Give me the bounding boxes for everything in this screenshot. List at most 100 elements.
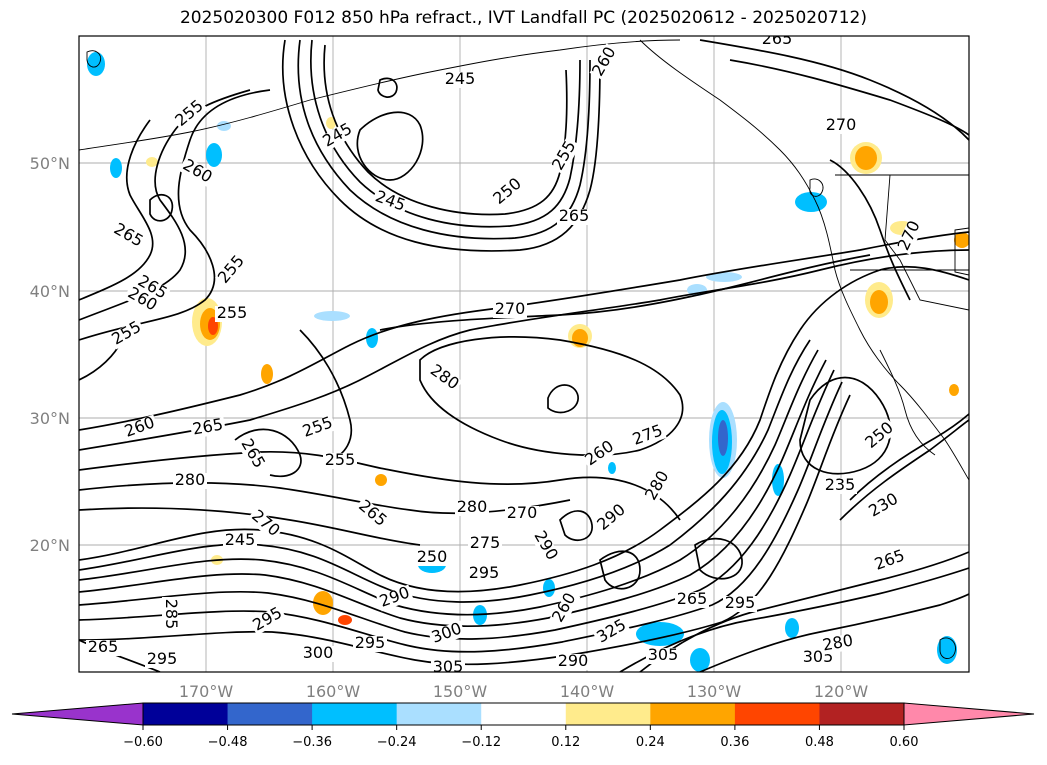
anomaly-patch: [870, 290, 888, 314]
contour-label-bg: [861, 418, 899, 454]
contour-label-bg: [489, 174, 527, 210]
contour-label-bg: [319, 120, 357, 152]
contour-label-bg: [871, 547, 909, 575]
island: [939, 637, 956, 659]
colorbar: −0.60 −0.48 −0.36 −0.24 −0.12 0.12 0.24 0.36 0.4…: [11, 702, 1035, 750]
colorbar-segments: [12, 703, 1034, 725]
lon-label: 120°W: [814, 682, 869, 701]
contour-label-bg: [824, 118, 858, 134]
contour-label: 280: [457, 497, 488, 516]
contour-label-bg: [86, 640, 120, 656]
contour-label-bg: [173, 473, 207, 489]
contour-label: 300: [303, 643, 334, 662]
contour-label: 265: [677, 589, 708, 608]
contour-line: [379, 254, 871, 331]
anomaly-patch: [772, 464, 784, 496]
contour-line: [234, 428, 302, 478]
anomaly-patch: [206, 143, 222, 167]
contour-label-bg: [760, 36, 794, 48]
contour-label-bg: [145, 652, 179, 668]
contour-label: 255: [217, 303, 248, 322]
island: [809, 178, 824, 197]
contour-label: 265: [762, 29, 793, 48]
contour-label-bg: [178, 156, 216, 188]
anomaly-patch: [110, 158, 122, 178]
contour-label-bg: [549, 589, 581, 627]
colorbar-tick-label: −0.12: [461, 735, 501, 750]
anomaly-patch: [87, 52, 105, 76]
anomaly-patch: [608, 462, 616, 474]
lat-label: 30°N: [30, 409, 70, 428]
colorbar-tick-label: 0.48: [805, 735, 834, 750]
contour-label-bg: [109, 220, 147, 252]
contour-line: [829, 159, 911, 301]
contour-line: [599, 550, 641, 590]
anomaly-patch: [690, 648, 710, 672]
contour-line: [694, 537, 743, 580]
colorbar-segment: [481, 703, 567, 725]
contour-label-bg: [431, 660, 465, 672]
colorbar-extend-low: [12, 703, 143, 725]
contour-label-bg: [133, 272, 171, 304]
colorbar-tick-label: 0.36: [720, 735, 749, 750]
coastline-baja: [879, 349, 936, 456]
contour-label-bg: [455, 500, 489, 516]
colorbar-segment: [565, 703, 651, 725]
anomaly-patch: [366, 328, 378, 348]
contour-label-bg: [646, 648, 680, 664]
contour-line: [799, 376, 892, 475]
colorbar-segment: [143, 703, 229, 725]
contour-line: [619, 567, 969, 672]
contour-label: 280: [175, 470, 206, 489]
contour-line: [299, 329, 353, 461]
contour-label-bg: [123, 284, 161, 316]
contour-label-bg: [467, 566, 501, 582]
contour-label: 235: [825, 475, 856, 494]
contour-label: 270: [826, 115, 857, 134]
colorbar-tick-label: −0.60: [123, 735, 163, 750]
contour-label-bg: [353, 636, 387, 652]
contour-line: [839, 419, 969, 521]
contour-line: [729, 59, 969, 136]
contour-label: 245: [445, 69, 476, 88]
anomaly-patch: [375, 474, 387, 486]
contour-label-bg: [428, 620, 466, 648]
contour-label-bg: [529, 527, 561, 565]
island: [86, 50, 102, 68]
contour-label: 305: [433, 657, 464, 676]
contour-label-bg: [162, 597, 178, 631]
contour-line: [79, 507, 421, 546]
island: [954, 227, 969, 276]
contour-label-bg: [214, 251, 250, 289]
contour-label-bg: [371, 188, 409, 216]
plot-area: [79, 36, 969, 672]
lon-label: 130°W: [687, 682, 742, 701]
contour-line: [547, 384, 579, 414]
plot-frame: [78, 35, 970, 673]
contour-label: 270: [495, 299, 526, 318]
contour-label: 295: [725, 593, 756, 612]
contour-line: [699, 39, 969, 141]
lon-label: 170°W: [179, 682, 234, 701]
coastline-bc: [639, 39, 816, 201]
contour-label: 250: [417, 547, 448, 566]
anomaly-patch: [949, 384, 959, 396]
contour-label-bg: [353, 496, 391, 532]
colorbar-segment: [227, 703, 313, 725]
colorbar-segment: [312, 703, 398, 725]
contour-label-bg: [642, 467, 674, 505]
contour-label-bg: [505, 506, 539, 522]
contour-label-bg: [246, 506, 284, 542]
anomaly-patch: [261, 364, 273, 384]
contour-line: [79, 329, 801, 593]
contour-label-bg: [301, 646, 335, 662]
contour-line: [699, 593, 969, 672]
colorbar-segment: [396, 703, 482, 725]
contour-label-bg: [823, 478, 857, 494]
lat-label: 40°N: [30, 282, 70, 301]
contour-label: 275: [470, 533, 501, 552]
anomaly-patch: [706, 272, 742, 282]
anomaly-patch: [313, 591, 333, 615]
lat-label: 50°N: [30, 154, 70, 173]
